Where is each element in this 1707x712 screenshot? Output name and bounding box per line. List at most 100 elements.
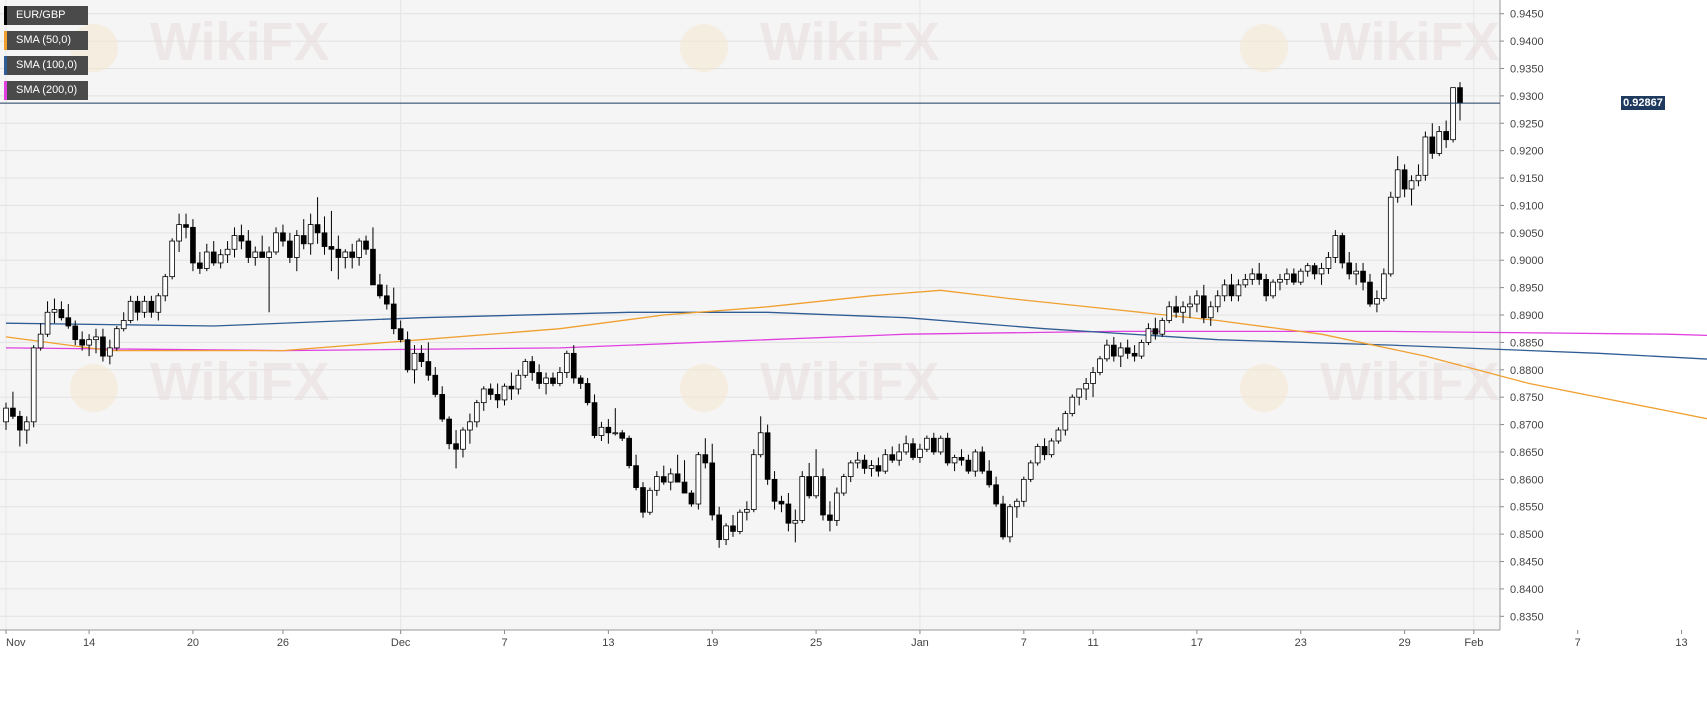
candle-body xyxy=(1145,328,1152,343)
candle-body xyxy=(17,415,23,431)
candle-body xyxy=(203,251,210,269)
candle-body xyxy=(148,300,155,313)
legend-item-eurgbp[interactable]: EUR/GBP xyxy=(4,6,88,25)
y-tick-label: 0.8500 xyxy=(1510,529,1544,541)
candle-body xyxy=(896,451,902,461)
candle-body xyxy=(529,361,536,373)
candle-body xyxy=(100,336,106,357)
x-tick-label: 7 xyxy=(501,637,507,649)
candle-body xyxy=(1131,352,1138,357)
candle-body xyxy=(591,402,598,436)
x-tick-label: Feb xyxy=(1464,637,1483,649)
candle-body xyxy=(134,300,141,313)
legend-item-sma200[interactable]: SMA (200,0) xyxy=(4,81,88,100)
candle-body xyxy=(210,251,217,264)
y-tick-label: 0.8600 xyxy=(1510,474,1544,486)
candle-body xyxy=(1450,87,1456,141)
y-tick-label: 0.9150 xyxy=(1510,173,1544,185)
candle-body xyxy=(162,276,169,297)
candle-body xyxy=(1284,273,1290,280)
y-tick-label: 0.9000 xyxy=(1510,255,1544,267)
candle-body xyxy=(1415,174,1422,182)
candle-body xyxy=(1339,235,1346,264)
sma100-line xyxy=(5,311,1707,360)
candle-body xyxy=(1429,136,1436,154)
candle-body xyxy=(86,339,92,346)
candle-body xyxy=(1387,196,1394,275)
candle-body xyxy=(411,352,418,371)
candle-body xyxy=(1353,270,1359,275)
candle-body xyxy=(107,347,113,357)
x-tick-label: Dec xyxy=(391,637,411,649)
y-tick-label: 0.8400 xyxy=(1510,584,1544,596)
candle-body xyxy=(737,511,743,532)
candle-body xyxy=(1221,284,1228,297)
candle-body xyxy=(314,224,321,234)
legend-swatch-eurgbp xyxy=(4,6,7,25)
x-tick-label: 11 xyxy=(1087,637,1098,649)
watermark-text: WikiFX xyxy=(150,12,330,72)
candle-body xyxy=(487,388,494,395)
x-tick-label: 19 xyxy=(706,637,718,649)
candle-body xyxy=(633,465,639,488)
candle-body xyxy=(965,459,972,472)
candle-body xyxy=(917,448,923,458)
watermark-icon xyxy=(70,364,118,412)
candle-body xyxy=(647,489,653,513)
watermark-text: WikiFX xyxy=(150,352,330,412)
watermark-icon xyxy=(1240,364,1288,412)
x-tick-label: 7 xyxy=(1021,637,1027,649)
last-price-tag: 0.92867 xyxy=(1621,96,1665,111)
candle-body xyxy=(176,224,182,242)
candle-body xyxy=(397,328,404,341)
candle-body xyxy=(1020,478,1027,502)
candle-body xyxy=(1117,347,1124,357)
candle-body xyxy=(827,514,833,521)
legend-label-sma100: SMA (100,0) xyxy=(16,59,78,71)
chart-legend: EUR/GBP SMA (50,0) SMA (100,0) SMA (200,… xyxy=(4,6,88,106)
watermark-text: WikiFX xyxy=(1320,12,1500,72)
x-tick-label: 14 xyxy=(83,637,95,649)
candle-body xyxy=(667,473,674,483)
sma50-line xyxy=(5,289,1707,420)
legend-label-sma200: SMA (200,0) xyxy=(16,84,78,96)
candle-body xyxy=(93,336,99,341)
candle-body xyxy=(1180,306,1186,313)
candle-body xyxy=(141,300,148,313)
candle-body xyxy=(1401,169,1408,190)
candle-body xyxy=(349,251,356,258)
candle-body xyxy=(51,309,58,313)
legend-item-sma50[interactable]: SMA (50,0) xyxy=(4,31,88,50)
candle-body xyxy=(882,454,889,472)
candle-body xyxy=(1228,284,1235,297)
candle-body xyxy=(972,451,979,472)
candle-body xyxy=(1124,347,1131,354)
candle-body xyxy=(903,443,909,453)
x-tick-label: 23 xyxy=(1295,637,1307,649)
candle-body xyxy=(847,462,854,478)
candle-body xyxy=(778,500,785,505)
x-tick-label: 20 xyxy=(187,637,199,649)
candle-body xyxy=(695,454,702,505)
candle-body xyxy=(1360,270,1366,283)
candle-body xyxy=(1069,396,1076,415)
candle-body xyxy=(730,525,736,532)
candle-body xyxy=(473,402,480,423)
candle-body xyxy=(1083,383,1089,390)
candle-body xyxy=(550,377,556,384)
candle-body xyxy=(418,352,425,362)
candle-body xyxy=(875,465,882,472)
candle-body xyxy=(183,224,189,228)
candle-body xyxy=(889,454,896,461)
candle-body xyxy=(425,361,432,376)
legend-item-sma100[interactable]: SMA (100,0) xyxy=(4,56,88,75)
candle-body xyxy=(335,248,342,258)
y-tick-label: 0.9300 xyxy=(1510,91,1544,103)
candle-body xyxy=(72,325,79,341)
x-tick-label: Nov xyxy=(6,637,26,649)
candle-body xyxy=(508,385,515,390)
candle-body xyxy=(1187,303,1193,308)
candle-body xyxy=(626,437,632,467)
candle-body xyxy=(287,240,293,258)
